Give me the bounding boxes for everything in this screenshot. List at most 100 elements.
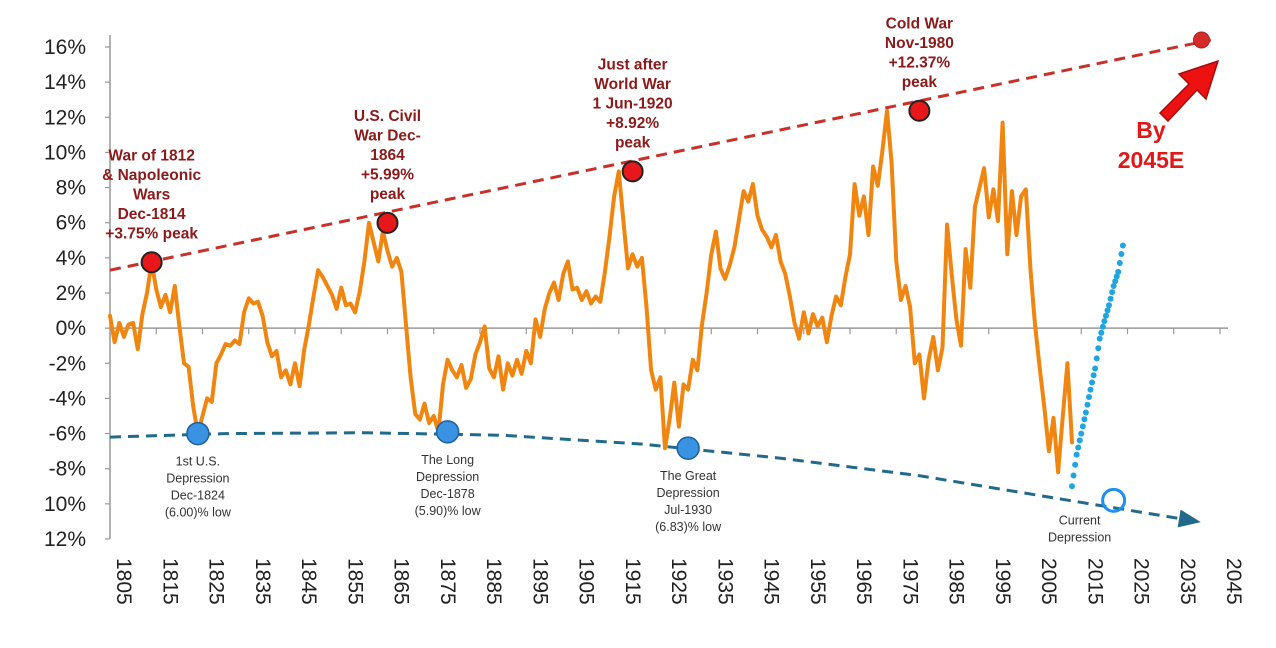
peak-marker [908,99,931,122]
projection-point [1072,461,1079,468]
peak-label-line: War Dec- [354,127,421,144]
projection-point [1084,401,1091,408]
projection-point [1070,472,1077,479]
peak-label-line: Dec-1814 [118,206,186,223]
projection-point [1106,302,1112,309]
peak-label-line: Cold War [886,15,953,32]
projection-point [1069,483,1075,490]
low-trend-arrowhead [1177,509,1201,528]
low-label-line: 1st U.S. [176,455,220,469]
low-label-line: Depression [166,472,229,486]
projection-point [1098,329,1105,336]
projection-label-line: 2045E [1118,147,1185,173]
x-tick-label: 1905 [575,558,598,605]
x-tick-label: 1945 [760,558,783,605]
y-tick-label: -8% [49,458,86,481]
x-tick-label: 1805 [112,558,135,605]
low-label-line: Jul-1930 [664,503,712,517]
projection-point [1118,250,1125,257]
x-tick-label: 1915 [621,558,644,605]
projection-point [1093,355,1100,362]
x-tick-label: 1865 [390,558,413,605]
projection-point [1119,242,1126,249]
x-tick-label: 1885 [482,558,505,605]
y-tick-label: -4% [49,387,86,410]
low-marker [435,420,460,444]
low-label-line: Dec-1878 [421,487,475,501]
current-label-line: Current [1059,513,1101,527]
current-label-line: Depression [1048,530,1111,544]
x-tick-label: 1875 [436,558,459,605]
projection-point [1086,393,1093,400]
projection-point [1076,437,1083,444]
projection-point [1109,289,1116,296]
x-tick-label: 1975 [898,558,921,605]
series-line [108,108,1074,475]
low-label-line: (6.83)% low [655,520,722,534]
peak-label-line: Just after [598,56,668,73]
series [108,108,1126,490]
projection-point [1075,444,1082,451]
current-marker [1101,487,1127,513]
projection-point [1116,259,1123,266]
y-tick-label: 12% [44,528,86,551]
y-tick-label: 2% [56,282,86,305]
projection-point [1095,345,1102,352]
low-trend-line [109,431,1198,523]
x-tick-label: 1995 [991,558,1014,605]
peak-label-line: +12.37% [889,54,951,71]
y-tick-label: 6% [56,212,86,235]
projection-point [1079,423,1086,430]
low-marker [676,436,700,460]
y-tick-label: -6% [49,423,86,446]
markers [140,31,1220,513]
peak-label-line: 1 Jun-1920 [593,95,673,112]
peak-label-line: Nov-1980 [885,35,954,52]
y-tick-label: 10% [44,493,86,516]
peak-trend-line [109,38,1212,272]
low-label-line: Depression [416,470,479,484]
peak-label-line: 1864 [370,147,405,164]
projection-point [1101,318,1108,325]
x-tick-label: 1985 [945,558,968,605]
projection-point [1078,430,1085,437]
projection-point [1102,312,1109,319]
peak-label-line: +8.92% [606,115,659,132]
low-label-line: Depression [657,486,720,500]
y-tick-label: 8% [56,177,86,200]
projection-end-marker [1193,31,1210,49]
low-label-line: Dec-1824 [171,489,225,503]
y-tick-label: 16% [44,36,86,59]
peak-label-line: U.S. Civil [354,108,421,125]
x-tick-label: 2025 [1130,558,1153,605]
y-tick-label: 4% [56,247,86,270]
projection-point [1081,416,1088,423]
peak-label-line: Wars [133,186,170,203]
peak-label-line: peak [902,74,938,91]
x-tick-label: 1955 [806,558,829,605]
x-tick-label: 1845 [297,558,320,605]
projection-point [1073,451,1080,458]
peak-marker [140,251,163,274]
projection-point [1087,386,1094,393]
x-tick-label: 1855 [343,558,366,605]
peak-label-line: War of 1812 [108,147,194,164]
projection-point [1104,307,1111,314]
projection-point [1089,379,1096,386]
projection-label-line: By [1136,117,1166,143]
x-tick-label: 1815 [158,558,181,605]
annotations: War of 1812 & Napoleonic Wars Dec-1814 +3.75… [102,15,1184,544]
projection-arrow [1158,59,1220,123]
low-label-line: (6.00)% low [165,506,232,520]
low-label-line: (5.90)% low [415,504,482,518]
peak-label-line: & Napoleonic [102,167,201,184]
y-tick-label: 14% [44,71,86,94]
x-tick-label: 1935 [713,558,736,605]
trend-lines [109,38,1212,528]
projection-point [1096,335,1103,342]
peak-label-line: peak [370,186,406,203]
peak-label-line: +3.75% peak [105,225,198,242]
x-tick-label: 2035 [1176,558,1199,605]
axes: 16% 14% 12% 10% 8% 6% 4% 2% 0% -2% -4% -6% -8% 10% 12%… [44,35,1245,605]
